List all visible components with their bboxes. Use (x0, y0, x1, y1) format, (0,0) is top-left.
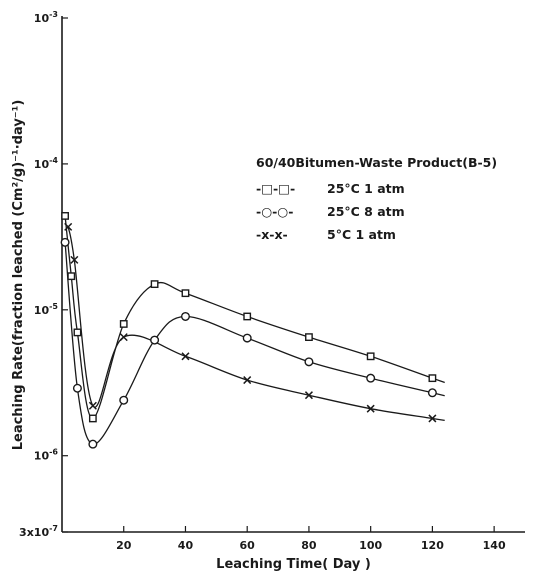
data-point-circle (119, 395, 129, 405)
y-tick-label: 10-6 (34, 448, 59, 463)
y-axis-label: Leaching Rate(fraction leached (Cm²/g)⁻¹… (11, 100, 26, 451)
data-point-square (67, 272, 76, 281)
x-axis-label: Leaching Time( Day ) (216, 557, 371, 572)
data-point-circle (304, 357, 314, 367)
data-point-x (243, 376, 252, 385)
legend-entry-label: 25°C 1 atm (327, 181, 405, 196)
data-point-square (61, 212, 69, 220)
x-tick-label: 20 (116, 539, 132, 552)
data-point-x (119, 333, 128, 342)
legend-symbol: -x-x- (256, 227, 288, 242)
data-point-x (181, 352, 190, 361)
legend-symbol: -□-□- (256, 181, 295, 196)
data-point-x (366, 404, 375, 413)
y-tick-label: 10-4 (34, 156, 59, 171)
data-point-square (181, 289, 190, 298)
x-tick-label: 100 (359, 539, 382, 552)
data-point-x (88, 401, 97, 410)
axes (61, 16, 525, 533)
data-point-circle (242, 333, 252, 343)
data-point-square (150, 280, 159, 289)
y-tick-label: 10-5 (34, 302, 59, 317)
data-markers (60, 212, 437, 449)
data-point-circle (72, 383, 82, 393)
legend-entry-label: 5°C 1 atm (327, 227, 396, 242)
series-line-square (64, 215, 445, 420)
series-line-circle (64, 242, 445, 445)
data-point-square (428, 374, 437, 383)
data-point-square (243, 312, 252, 321)
x-tick-label: 60 (240, 539, 256, 552)
data-point-x (64, 222, 73, 231)
legend: 60/40Bitumen-Waste Product(B-5) -□-□- 25°… (256, 155, 497, 242)
legend-symbol: -○-○- (256, 204, 293, 219)
x-tick-label: 140 (483, 539, 506, 552)
data-point-square (73, 328, 82, 337)
axis-ticks: 20 40 60 80 100 120 140 10-3 10-4 10-5 10-6 3x10-7 (19, 10, 506, 552)
series-curves (64, 215, 445, 445)
data-point-square (366, 352, 375, 361)
legend-rows: -□-□- 25°C 1 atm -○-○- 25°C 8 atm -x-x- 5°C 1… (256, 181, 405, 242)
data-point-circle (60, 237, 70, 247)
data-point-circle (366, 373, 376, 383)
data-point-x (428, 414, 437, 423)
data-point-square (88, 414, 97, 423)
data-point-circle (150, 335, 160, 345)
legend-entry-label: 25°C 8 atm (327, 204, 405, 219)
data-point-circle (88, 439, 98, 449)
data-point-x (304, 391, 313, 400)
x-tick-label: 120 (421, 539, 444, 552)
x-tick-label: 80 (301, 539, 317, 552)
data-point-circle (427, 388, 437, 398)
y-tick-label: 3x10-7 (19, 524, 58, 539)
data-point-square (119, 320, 128, 328)
data-point-x (70, 255, 79, 264)
x-tick-label: 40 (178, 539, 194, 552)
data-point-square (305, 333, 313, 342)
legend-title: 60/40Bitumen-Waste Product(B-5) (256, 155, 497, 170)
y-tick-label: 10-3 (34, 10, 58, 25)
data-point-circle (180, 311, 190, 321)
